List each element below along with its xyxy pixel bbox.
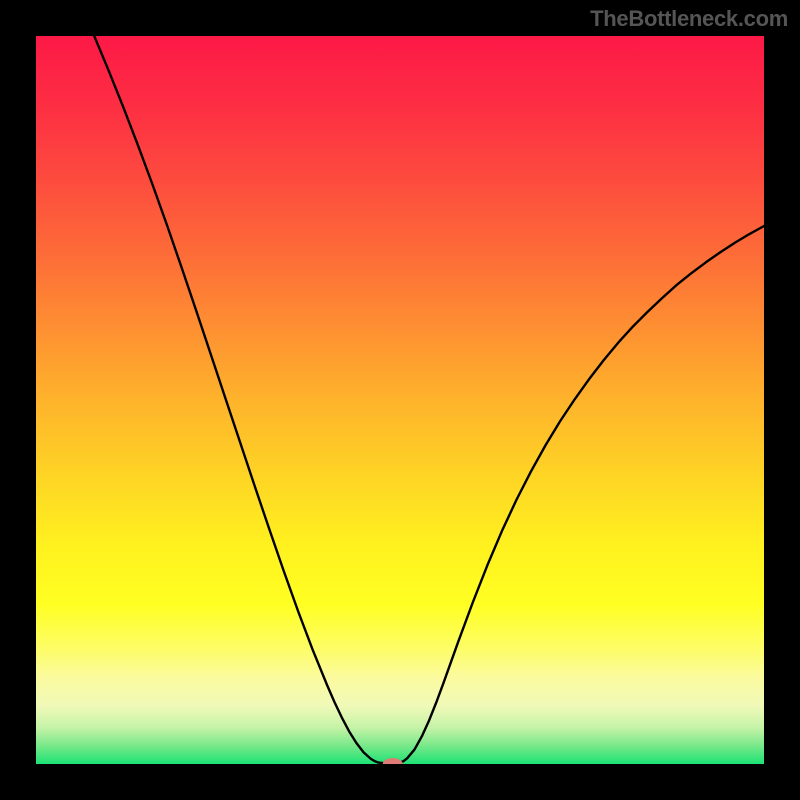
chart-container: TheBottleneck.com xyxy=(0,0,800,800)
watermark-label: TheBottleneck.com xyxy=(590,6,788,32)
gradient-background xyxy=(36,36,764,764)
bottleneck-curve-chart xyxy=(36,36,764,764)
plot-area xyxy=(36,36,764,764)
